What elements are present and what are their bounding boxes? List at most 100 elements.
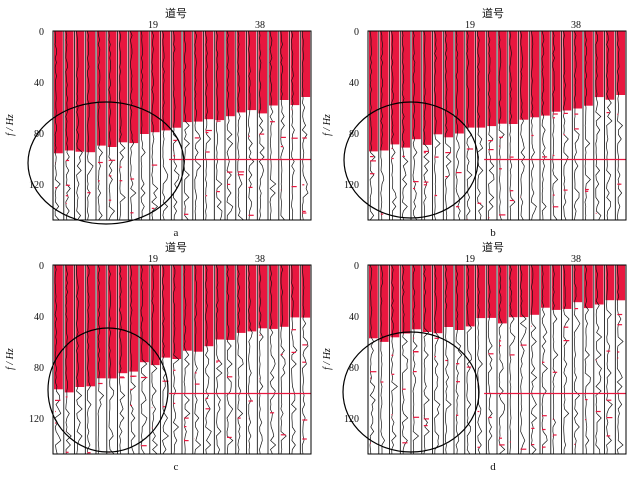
panel-b-ytick-80: 80 bbox=[349, 129, 359, 140]
trace-line bbox=[119, 30, 126, 221]
spectrum-band bbox=[476, 31, 486, 128]
spectrum-band bbox=[422, 31, 432, 145]
trace-line bbox=[248, 30, 255, 221]
spectrum-band bbox=[226, 31, 235, 117]
spectrum-band bbox=[129, 31, 139, 144]
trace-line bbox=[401, 264, 409, 455]
panel-b-letter: b bbox=[490, 227, 496, 239]
panel-a-highlight-circle bbox=[27, 101, 185, 225]
trace-line bbox=[151, 30, 159, 221]
trace-line bbox=[423, 30, 430, 221]
trace-line bbox=[595, 30, 602, 221]
spectrum-band bbox=[107, 31, 117, 147]
spectrum-band bbox=[605, 31, 615, 100]
spectrum-band bbox=[161, 31, 171, 131]
panel-d-highlight-circle bbox=[342, 331, 480, 453]
spectrum-band bbox=[541, 265, 550, 308]
panel-d-ylabel: f / Hz bbox=[322, 348, 333, 370]
trace-line bbox=[509, 264, 516, 455]
trace-line bbox=[455, 30, 461, 221]
spectrum-band bbox=[379, 265, 389, 342]
trace-line bbox=[380, 264, 386, 454]
spectrum-band bbox=[54, 31, 63, 154]
trace-line bbox=[205, 264, 212, 455]
trace-line bbox=[455, 264, 463, 455]
panel-b: 道号 19 38 0 40 80 120 f / Hz b bbox=[322, 6, 627, 239]
spectrum-band bbox=[562, 31, 572, 111]
spectrum-band bbox=[301, 265, 311, 318]
spectrum-band bbox=[498, 31, 507, 124]
spectrum-band bbox=[118, 31, 128, 143]
spectrum-band bbox=[573, 265, 583, 303]
trace-line bbox=[606, 30, 613, 221]
panel-b-ytick-0: 0 bbox=[354, 27, 359, 38]
spectrum-band bbox=[290, 31, 300, 106]
trace-line bbox=[466, 264, 472, 455]
panel-c-ytick-120: 120 bbox=[29, 414, 44, 425]
trace-line bbox=[205, 30, 211, 221]
panel-b-ytick-120: 120 bbox=[344, 180, 359, 191]
panel-a-letter: a bbox=[174, 227, 179, 239]
spectrum-band bbox=[140, 31, 149, 134]
spectrum-band bbox=[508, 31, 518, 124]
trace-line bbox=[444, 264, 452, 455]
trace-line bbox=[162, 30, 169, 221]
panel-d-ytick-0: 0 bbox=[354, 261, 359, 272]
trace-line bbox=[573, 264, 581, 455]
trace-line bbox=[258, 30, 265, 221]
trace-line bbox=[401, 30, 409, 221]
spectrum-band bbox=[64, 31, 74, 151]
trace-line bbox=[76, 30, 83, 221]
spectrum-band bbox=[236, 265, 246, 333]
trace-line bbox=[54, 30, 61, 221]
trace-line bbox=[194, 264, 202, 455]
spectrum-band bbox=[54, 265, 63, 390]
panel-a-ytick-120: 120 bbox=[29, 180, 44, 191]
spectrum-band bbox=[616, 265, 626, 301]
spectrum-band bbox=[584, 265, 593, 309]
spectrum-band bbox=[172, 265, 182, 359]
spectrum-band bbox=[476, 265, 486, 319]
panel-a-xtick-38: 38 bbox=[255, 20, 265, 31]
trace-line bbox=[477, 264, 483, 455]
trace-line bbox=[269, 30, 277, 221]
panel-b-xtick-19: 19 bbox=[465, 20, 475, 31]
spectrum-band bbox=[530, 31, 540, 118]
spectrum-band bbox=[519, 265, 529, 318]
trace-line bbox=[237, 265, 244, 455]
spectrum-band bbox=[369, 31, 378, 152]
spectrum-band bbox=[390, 31, 400, 145]
trace-line bbox=[215, 30, 223, 221]
panel-d-ytick-40: 40 bbox=[349, 312, 359, 323]
trace-line bbox=[86, 264, 92, 455]
spectrum-band bbox=[183, 31, 192, 123]
panel-c-xtick-38: 38 bbox=[255, 254, 265, 265]
spectrum-band bbox=[401, 31, 411, 148]
spectrum-band bbox=[616, 31, 626, 95]
trace-line bbox=[76, 264, 83, 455]
panel-a-ytick-0: 0 bbox=[39, 27, 44, 38]
spectrum-band bbox=[75, 31, 85, 152]
trace-line bbox=[172, 264, 180, 455]
trace-line bbox=[280, 30, 285, 221]
trace-line bbox=[541, 264, 548, 454]
spectrum-band bbox=[379, 31, 389, 151]
spectrum-band bbox=[455, 31, 464, 134]
panel-c-letter: c bbox=[174, 461, 179, 473]
trace-line bbox=[552, 30, 559, 221]
spectrum-band bbox=[584, 31, 593, 106]
spectrum-band bbox=[269, 265, 278, 329]
trace-line bbox=[119, 264, 126, 455]
spectrum-band bbox=[97, 31, 106, 146]
trace-line bbox=[129, 30, 137, 221]
spectrum-band bbox=[573, 31, 583, 109]
panel-b-spectrogram bbox=[367, 30, 627, 221]
trace-line bbox=[258, 264, 264, 455]
trace-line bbox=[65, 264, 72, 455]
spectrum-band bbox=[369, 265, 378, 339]
trace-line bbox=[434, 264, 441, 455]
panel-d-trace-label: 道号 bbox=[482, 240, 504, 254]
spectrum-band bbox=[433, 265, 443, 334]
trace-line bbox=[616, 265, 624, 455]
trace-line bbox=[573, 30, 580, 221]
